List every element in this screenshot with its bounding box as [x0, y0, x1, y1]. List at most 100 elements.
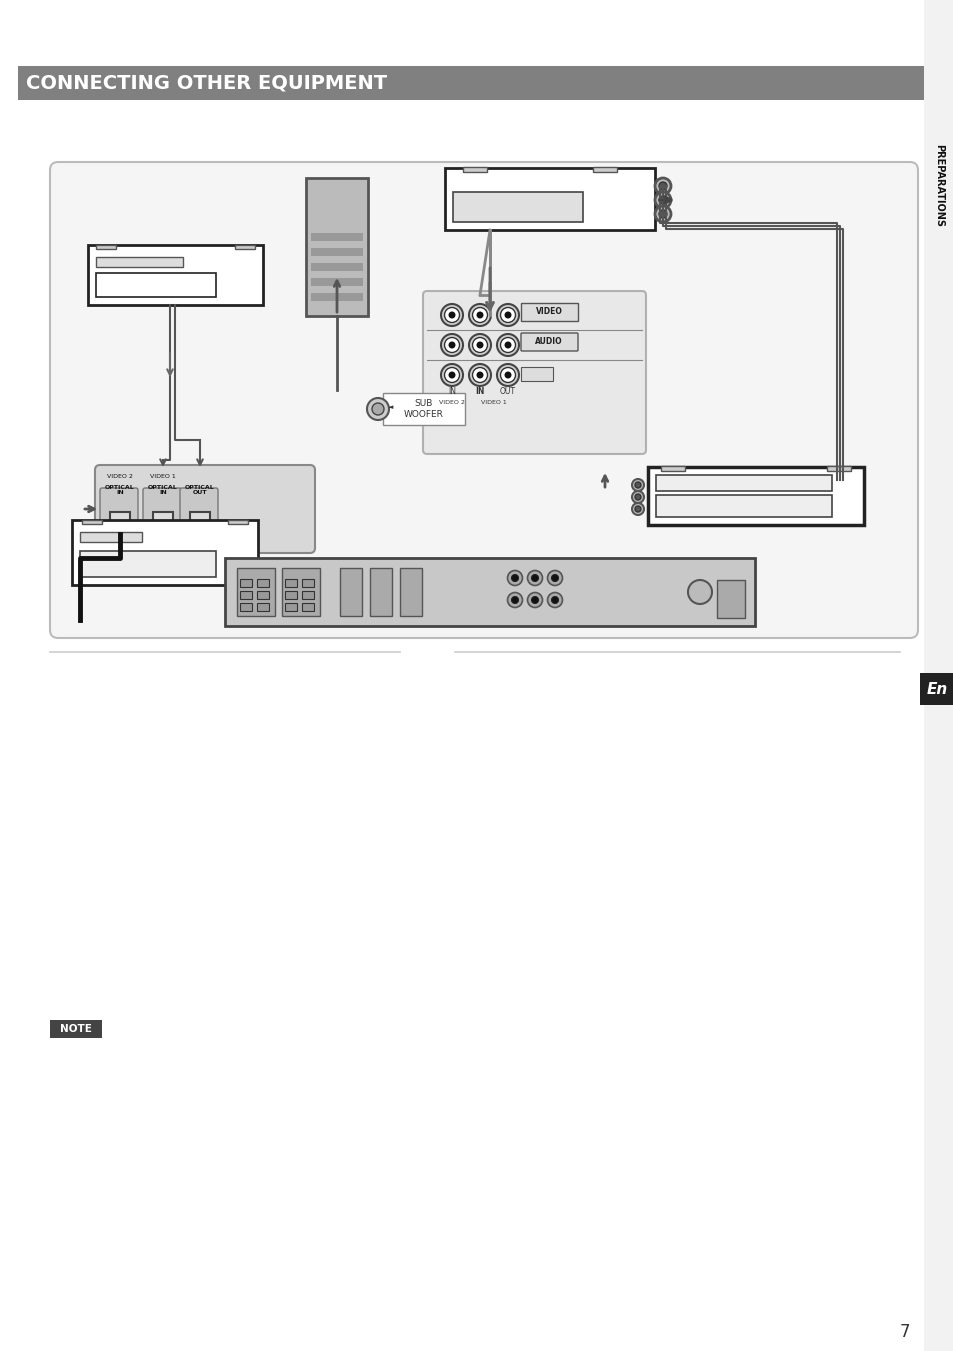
Circle shape [547, 570, 562, 585]
Bar [444, 168, 655, 230]
Circle shape [500, 367, 515, 382]
Text: PREPARATIONS: PREPARATIONS [933, 143, 943, 227]
Circle shape [504, 372, 511, 378]
Bar [234, 245, 254, 249]
FancyBboxPatch shape [520, 367, 553, 381]
Bar [302, 590, 314, 598]
Bar [302, 580, 314, 586]
Circle shape [472, 308, 487, 323]
Bar [656, 494, 831, 517]
Bar [240, 580, 252, 586]
Circle shape [476, 312, 483, 319]
Text: AUDIO: AUDIO [535, 338, 562, 346]
Bar [647, 467, 863, 526]
Bar [96, 257, 183, 267]
Bar [919, 673, 953, 705]
Bar [256, 580, 269, 586]
FancyBboxPatch shape [180, 488, 218, 542]
Text: IN: IN [448, 388, 456, 396]
Circle shape [631, 503, 643, 515]
Text: CONNECTING OTHER EQUIPMENT: CONNECTING OTHER EQUIPMENT [26, 73, 387, 92]
Circle shape [500, 308, 515, 323]
Bar [88, 245, 263, 305]
Bar [80, 551, 215, 577]
Bar [311, 249, 363, 255]
Circle shape [476, 342, 483, 349]
Bar [311, 278, 363, 286]
Circle shape [116, 520, 124, 528]
Circle shape [448, 372, 455, 378]
Circle shape [655, 178, 670, 195]
Circle shape [635, 507, 640, 512]
Bar [152, 512, 172, 534]
Bar [311, 263, 363, 272]
Bar [96, 273, 215, 297]
Text: VIDEO 2: VIDEO 2 [438, 400, 464, 405]
Bar [240, 603, 252, 611]
Bar [660, 466, 684, 471]
Text: VIDEO 2: VIDEO 2 [107, 474, 132, 480]
Circle shape [448, 312, 455, 319]
Bar [717, 580, 744, 617]
Bar [453, 192, 582, 222]
Circle shape [635, 482, 640, 488]
Circle shape [74, 528, 86, 540]
Circle shape [469, 363, 491, 386]
Circle shape [527, 570, 542, 585]
Circle shape [444, 367, 459, 382]
Bar [225, 558, 754, 626]
Text: OUT: OUT [499, 388, 516, 396]
Text: 7: 7 [899, 1323, 909, 1342]
Bar [311, 232, 363, 240]
FancyBboxPatch shape [382, 393, 464, 426]
Bar [80, 532, 142, 542]
FancyBboxPatch shape [50, 162, 917, 638]
Circle shape [469, 304, 491, 326]
Circle shape [159, 520, 167, 528]
Circle shape [195, 520, 204, 528]
Bar [285, 580, 296, 586]
Circle shape [476, 372, 483, 378]
Circle shape [507, 570, 522, 585]
Bar [311, 293, 363, 301]
Bar [923, 0, 953, 1351]
Text: SUB
WOOFER: SUB WOOFER [404, 400, 443, 419]
Bar [285, 590, 296, 598]
Text: NOTE: NOTE [60, 1024, 91, 1034]
Circle shape [631, 490, 643, 503]
Bar [228, 520, 248, 524]
Text: IN: IN [475, 388, 484, 396]
Circle shape [440, 363, 462, 386]
Circle shape [631, 480, 643, 490]
Circle shape [469, 334, 491, 357]
Circle shape [659, 182, 666, 190]
Bar [190, 512, 210, 534]
Bar [96, 245, 116, 249]
Text: OPTICAL
OUT: OPTICAL OUT [185, 485, 214, 496]
Bar [285, 603, 296, 611]
Circle shape [551, 597, 558, 604]
Bar [826, 466, 850, 471]
Bar [399, 567, 421, 616]
Bar [462, 168, 486, 172]
Circle shape [687, 580, 711, 604]
Circle shape [497, 334, 518, 357]
Circle shape [547, 593, 562, 608]
Bar [50, 1020, 102, 1038]
Bar [236, 567, 274, 616]
FancyBboxPatch shape [95, 465, 314, 553]
Bar [370, 567, 392, 616]
FancyBboxPatch shape [143, 488, 181, 542]
Bar [306, 178, 368, 316]
Circle shape [551, 574, 558, 581]
Circle shape [444, 308, 459, 323]
Text: VIDEO: VIDEO [535, 308, 562, 316]
Circle shape [497, 363, 518, 386]
Circle shape [655, 205, 670, 222]
Bar [110, 512, 130, 534]
Circle shape [635, 494, 640, 500]
Circle shape [531, 597, 537, 604]
Circle shape [497, 304, 518, 326]
Bar [240, 590, 252, 598]
Circle shape [372, 403, 384, 415]
